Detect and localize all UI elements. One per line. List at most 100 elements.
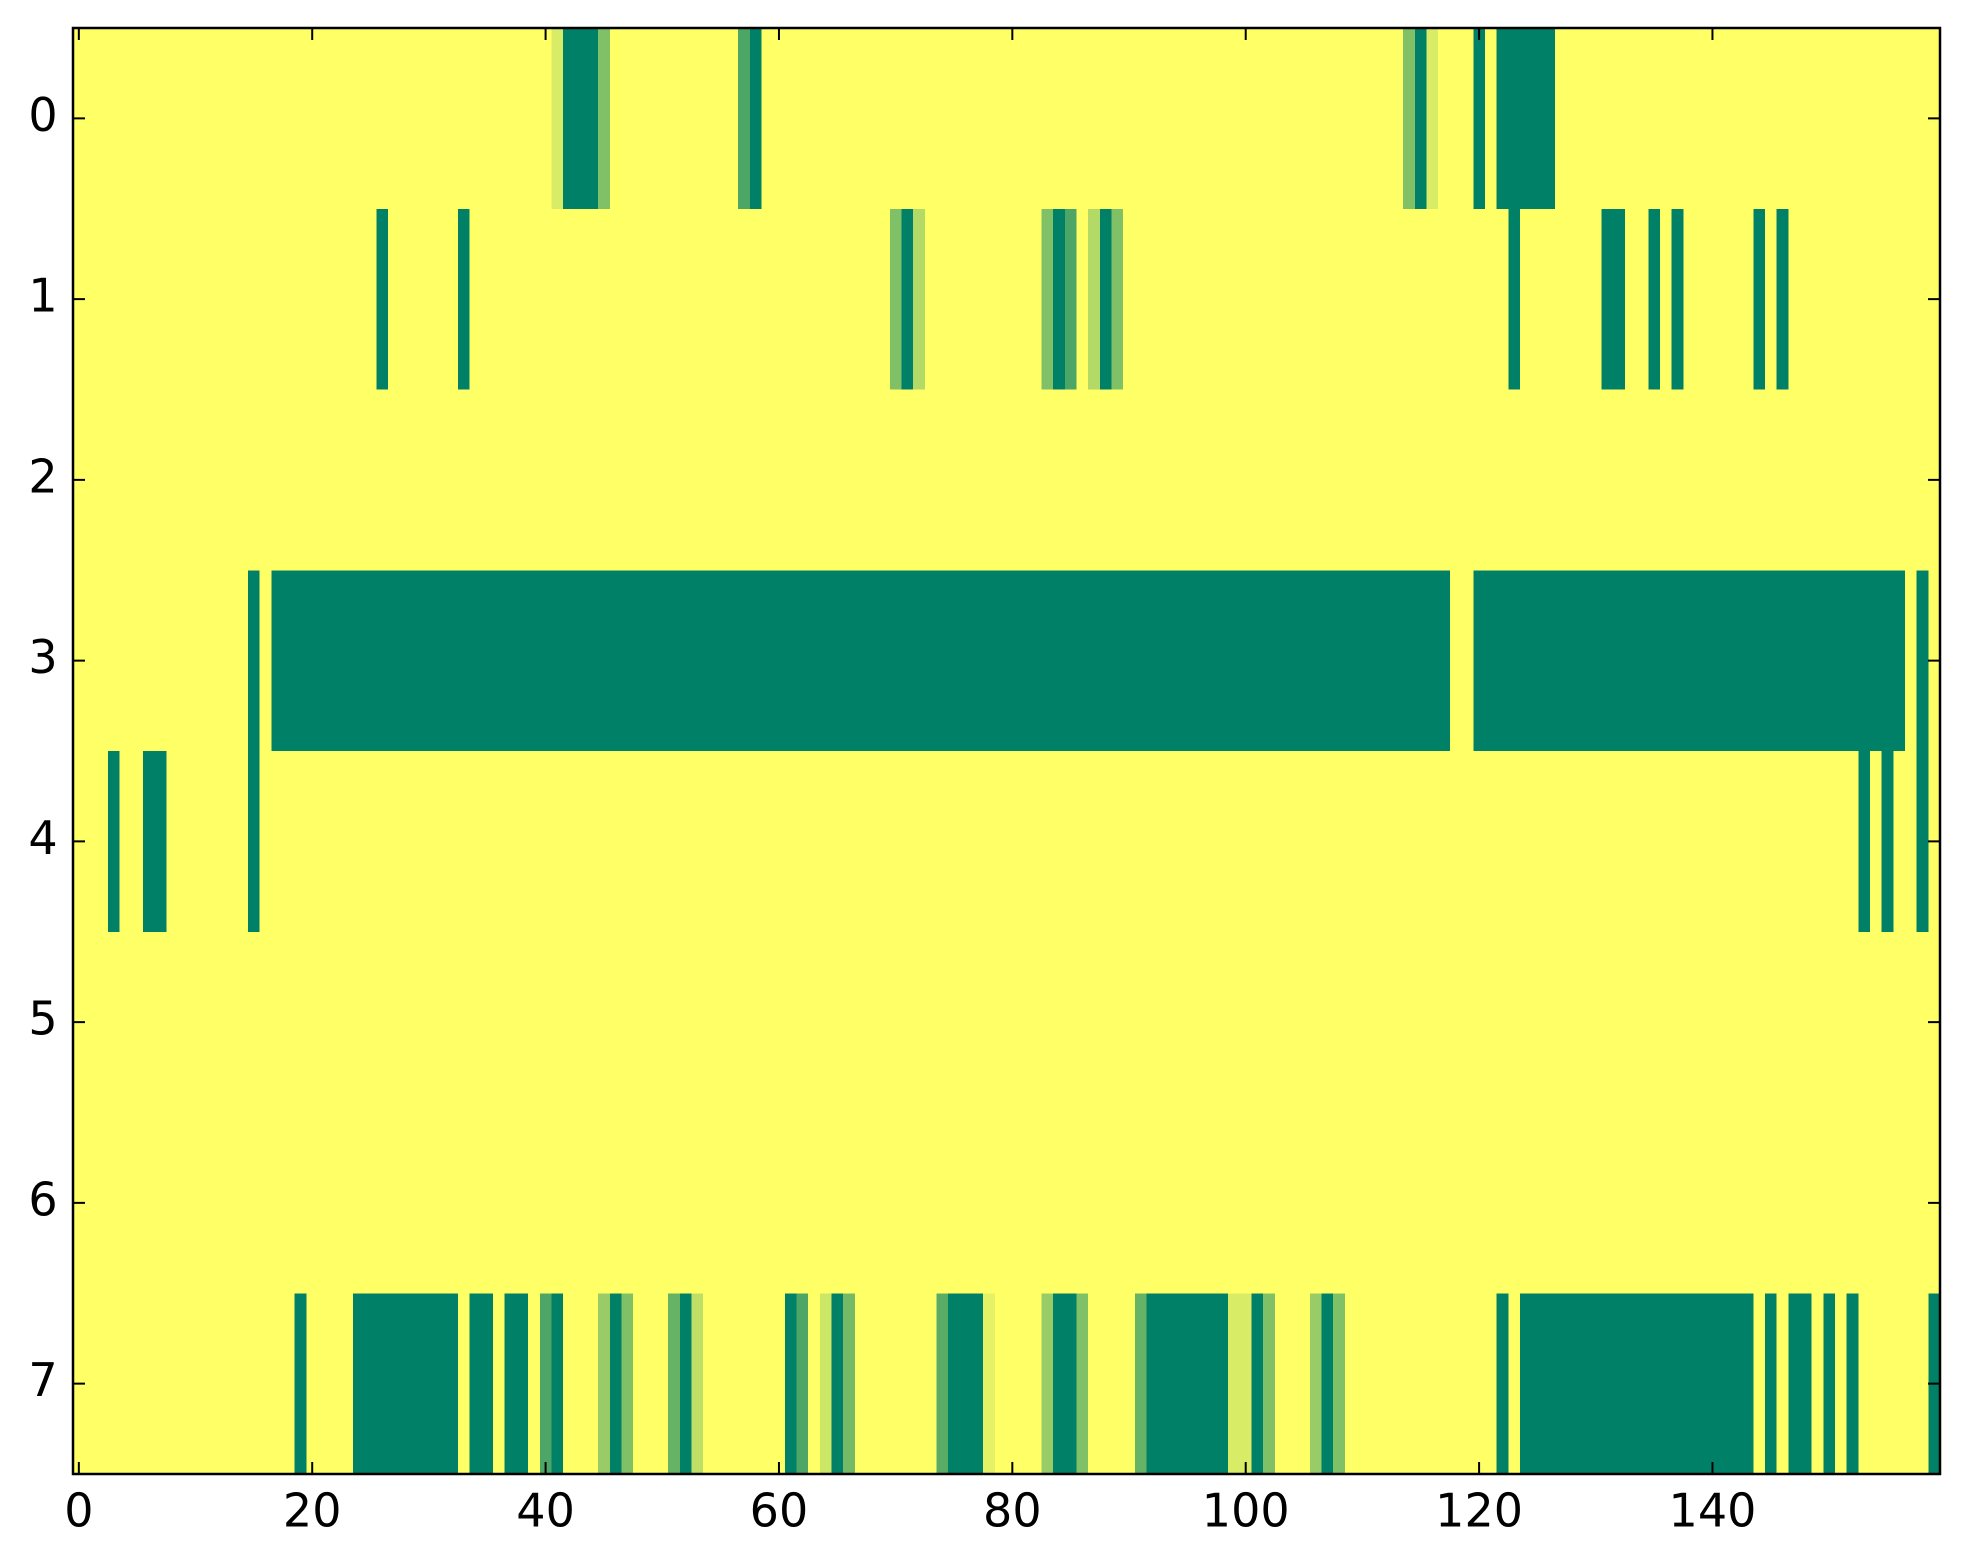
cell [376,389,389,571]
cell [994,28,1008,210]
cell [1391,570,1404,752]
cell [761,208,774,391]
cell [189,931,202,1114]
cell [1461,931,1474,1114]
cell [1426,931,1439,1114]
cell [621,751,634,933]
cell [866,1112,879,1294]
cell [1601,1293,1614,1475]
cell [283,1293,296,1475]
cell [411,751,424,933]
cell [1869,1112,1883,1294]
cell [749,28,763,210]
y-tick-label: 7 [28,1353,57,1407]
cell [1169,28,1183,210]
cell [1041,931,1054,1114]
cell [621,1293,634,1475]
cell [1531,389,1544,571]
cell [1811,570,1824,752]
cell [539,1112,553,1294]
cell [388,208,401,391]
cell [1671,1293,1684,1475]
cell [1496,28,1509,210]
cell [1228,570,1241,752]
cell [586,931,599,1114]
cell [423,570,436,752]
cell [633,931,646,1114]
cell [283,208,296,391]
cell [376,931,389,1114]
cell [784,1293,798,1475]
cell [481,751,494,933]
cell [1309,570,1323,752]
cell [1379,751,1393,933]
cell [1893,208,1906,391]
cell [306,1112,319,1294]
cell [1869,931,1883,1114]
cell [1169,931,1183,1114]
cell [1706,389,1719,571]
cell [1134,389,1148,571]
cell [1029,389,1043,571]
cell [1753,1293,1766,1475]
cell [189,570,202,752]
cell [866,1293,879,1475]
cell [341,751,354,933]
cell [236,28,249,210]
cell [563,389,576,571]
cell [423,389,436,571]
cell [399,1293,412,1475]
cell [621,208,634,391]
cell [901,1112,914,1294]
cell [633,1112,646,1294]
cell [1776,570,1789,752]
cell [1893,751,1906,933]
cell [1321,570,1334,752]
cell [889,1112,903,1294]
cell [1029,28,1043,210]
cell [458,570,471,752]
cell [714,1293,728,1475]
cell [609,1293,623,1475]
cell [714,931,728,1114]
cell [1566,1112,1579,1294]
cell [609,389,623,571]
cell [691,1112,704,1294]
cell [516,1293,529,1475]
cell [948,1112,961,1294]
cell [703,751,716,933]
cell [1484,931,1498,1114]
cell [913,931,926,1114]
cell [1484,1293,1498,1475]
cell [1379,1112,1393,1294]
cell [784,1112,798,1294]
cell [773,208,786,391]
cell [1111,1112,1124,1294]
cell [271,1112,284,1294]
cell [691,1293,704,1475]
cell [959,1293,973,1475]
cell [971,1112,984,1294]
cell [469,208,483,391]
cell [259,570,272,752]
cell [434,1293,447,1475]
cell [1858,751,1871,933]
cell [1811,208,1824,391]
cell [691,570,704,752]
cell [563,570,576,752]
cell [1473,1112,1486,1294]
cell [819,931,833,1114]
cell [1624,28,1638,210]
cell [96,1112,109,1294]
cell [364,751,377,933]
cell [621,389,634,571]
cell [1683,28,1696,210]
cell [1298,1112,1311,1294]
cell [936,570,949,752]
cell [1239,751,1253,933]
cell [1239,208,1253,391]
cell [1228,751,1241,933]
cell [1881,389,1894,571]
cell [131,931,144,1114]
